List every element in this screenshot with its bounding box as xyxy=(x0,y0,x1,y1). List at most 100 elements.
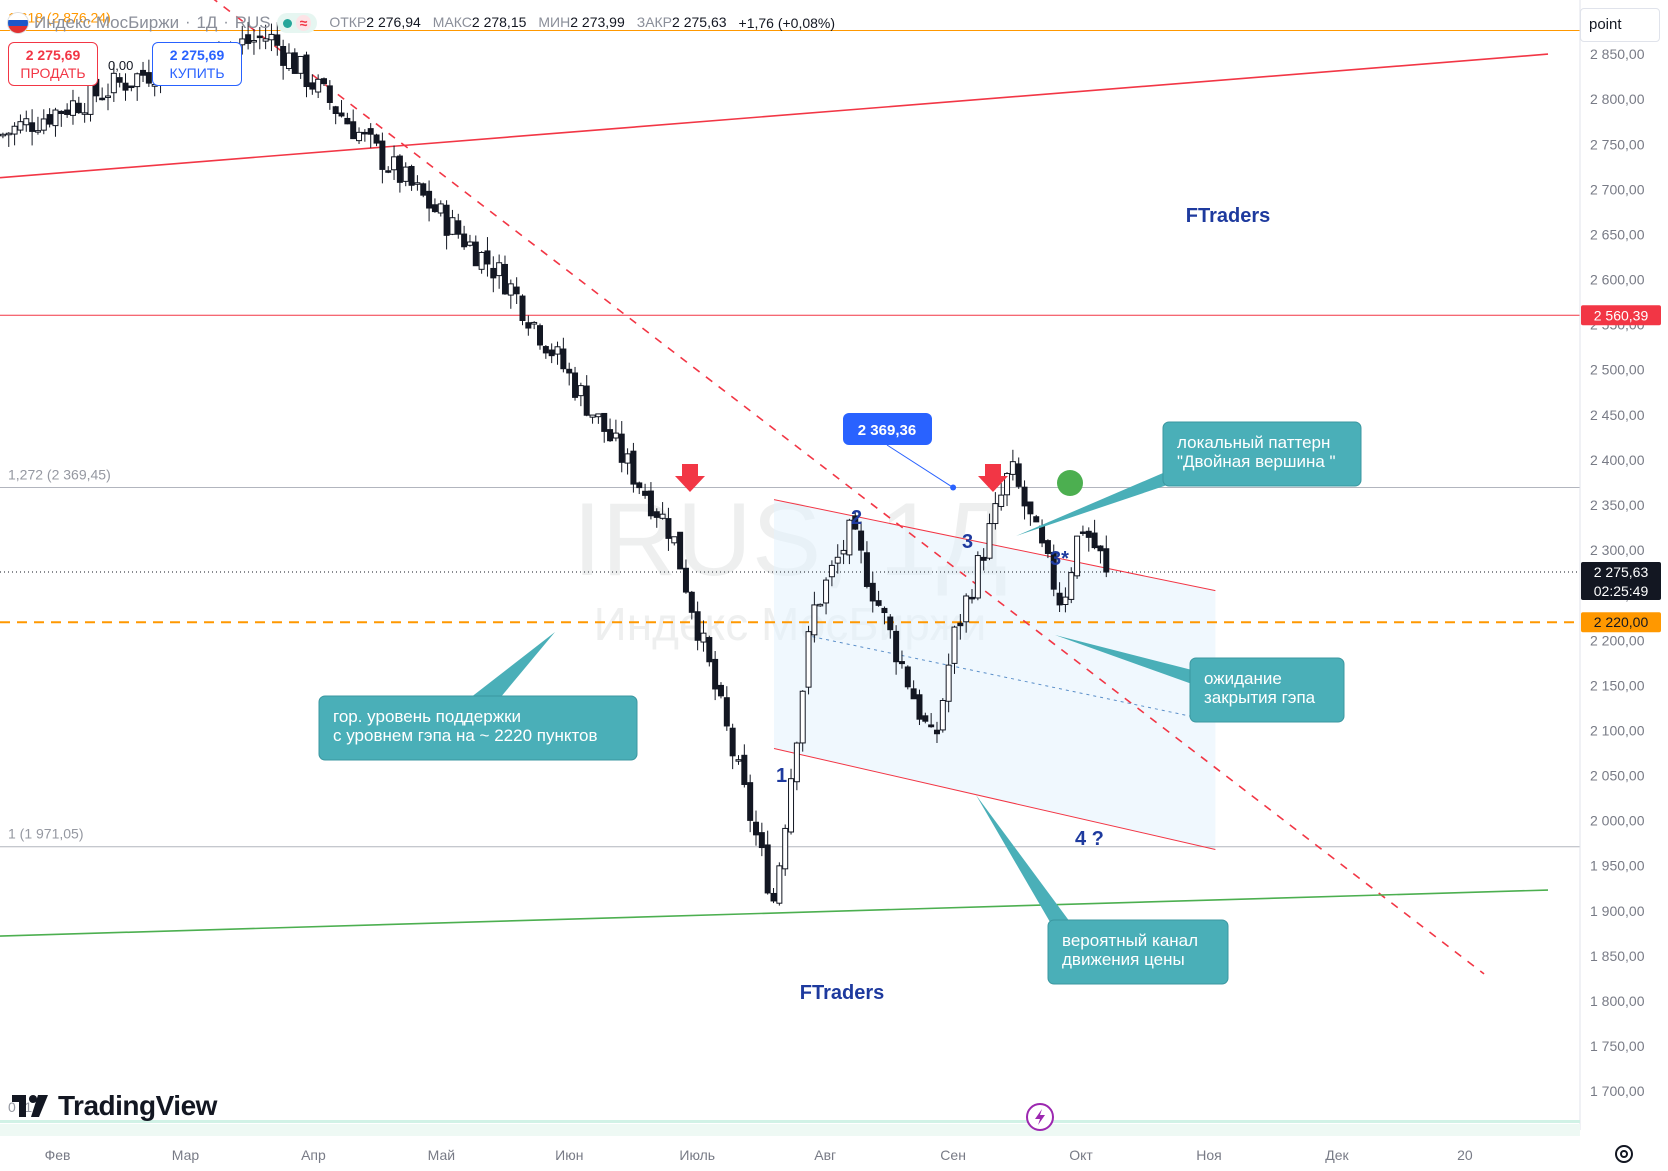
candle-body[interactable] xyxy=(939,699,946,731)
candle-body[interactable] xyxy=(910,688,917,700)
candle-body[interactable] xyxy=(145,72,152,84)
candle-body[interactable] xyxy=(799,690,806,744)
candle-body[interactable] xyxy=(309,82,316,90)
callout-box-gap_close[interactable] xyxy=(1189,657,1345,723)
candle-body[interactable] xyxy=(461,233,468,248)
candle-body[interactable] xyxy=(805,631,812,688)
candle-body[interactable] xyxy=(455,220,462,235)
candle-body[interactable] xyxy=(881,607,888,614)
candle-body[interactable] xyxy=(928,724,935,728)
candle-body[interactable] xyxy=(723,697,730,727)
candle-body[interactable] xyxy=(420,183,427,196)
candle-body[interactable] xyxy=(974,555,981,599)
candle-body[interactable] xyxy=(379,140,386,170)
candle-body[interactable] xyxy=(589,414,596,418)
candle-body[interactable] xyxy=(507,283,514,296)
candle-body[interactable] xyxy=(46,114,53,125)
candle-body[interactable] xyxy=(618,433,625,463)
candle-body[interactable] xyxy=(285,52,292,70)
candle-body[interactable] xyxy=(828,564,835,578)
candle-body[interactable] xyxy=(653,511,660,518)
candle-body[interactable] xyxy=(1039,525,1046,544)
candle-body[interactable] xyxy=(665,518,672,539)
candle-body[interactable] xyxy=(782,827,789,870)
candle-body[interactable] xyxy=(326,85,333,103)
candle-body[interactable] xyxy=(87,81,94,115)
candle-body[interactable] xyxy=(484,250,491,265)
candle-body[interactable] xyxy=(408,165,415,186)
candle-body[interactable] xyxy=(1062,596,1069,606)
candle-body[interactable] xyxy=(980,556,987,561)
candle-body[interactable] xyxy=(1044,540,1051,554)
candle-body[interactable] xyxy=(671,536,678,544)
candle-body[interactable] xyxy=(887,616,894,631)
candle-body[interactable] xyxy=(595,413,602,418)
candle-body[interactable] xyxy=(291,52,298,74)
candle-body[interactable] xyxy=(52,109,59,127)
candle-body[interactable] xyxy=(268,33,275,41)
candle-body[interactable] xyxy=(69,100,76,116)
candle-body[interactable] xyxy=(688,591,695,613)
candle-body[interactable] xyxy=(869,582,876,602)
candle-body[interactable] xyxy=(245,34,252,44)
candle-body[interactable] xyxy=(998,494,1005,507)
candle-body[interactable] xyxy=(490,267,497,279)
candle-body[interactable] xyxy=(986,523,993,559)
candle-body[interactable] xyxy=(356,131,363,142)
candle-body[interactable] xyxy=(1004,473,1011,496)
candle-body[interactable] xyxy=(466,241,473,246)
candle-body[interactable] xyxy=(501,263,508,295)
sell-button[interactable]: 2 275,69 ПРОДАТЬ xyxy=(8,42,98,86)
candle-body[interactable] xyxy=(105,95,112,98)
candle-body[interactable] xyxy=(34,130,41,133)
candle-body[interactable] xyxy=(128,85,135,89)
candle-body[interactable] xyxy=(414,182,421,185)
candle-body[interactable] xyxy=(852,515,859,530)
candle-body[interactable] xyxy=(647,490,654,517)
price-marker-label[interactable] xyxy=(843,413,932,445)
candle-body[interactable] xyxy=(332,106,339,115)
candle-body[interactable] xyxy=(694,611,701,641)
candle-body[interactable] xyxy=(753,821,760,836)
candle-body[interactable] xyxy=(601,412,608,432)
candle-body[interactable] xyxy=(426,190,433,209)
candle-body[interactable] xyxy=(933,729,940,735)
candle-body[interactable] xyxy=(443,204,450,236)
candle-body[interactable] xyxy=(612,432,619,439)
symbol-name[interactable]: Индекс МосБиржи xyxy=(34,13,180,32)
candle-body[interactable] xyxy=(75,102,82,114)
candle-body[interactable] xyxy=(373,134,380,144)
price-axis-tag[interactable] xyxy=(1581,305,1661,326)
candle-body[interactable] xyxy=(122,82,129,91)
candle-body[interactable] xyxy=(607,429,614,442)
point-dropdown[interactable]: point xyxy=(1580,8,1660,42)
candle-body[interactable] xyxy=(729,727,736,757)
candle-body[interactable] xyxy=(64,109,71,115)
candle-body[interactable] xyxy=(478,251,485,270)
candle-body[interactable] xyxy=(712,658,719,690)
candle-body[interactable] xyxy=(40,118,47,131)
chart-settings-icon[interactable] xyxy=(1615,1145,1633,1163)
candle-body[interactable] xyxy=(706,637,713,663)
interval-label[interactable]: 1Д xyxy=(196,13,218,32)
candle-body[interactable] xyxy=(239,38,246,46)
candle-body[interactable] xyxy=(1074,535,1081,577)
candle-body[interactable] xyxy=(1085,530,1092,538)
candle-body[interactable] xyxy=(659,513,666,519)
candle-body[interactable] xyxy=(134,73,141,88)
candle-body[interactable] xyxy=(904,666,911,688)
candle-body[interactable] xyxy=(274,34,281,46)
trend-line-down-dashed[interactable] xyxy=(186,0,1485,975)
candle-body[interactable] xyxy=(385,170,392,173)
callout-box-support[interactable] xyxy=(318,695,638,761)
candle-body[interactable] xyxy=(1097,545,1104,552)
candle-body[interactable] xyxy=(29,122,36,132)
price-axis-tag[interactable] xyxy=(1581,562,1661,601)
candle-body[interactable] xyxy=(741,754,748,785)
candle-body[interactable] xyxy=(81,112,88,115)
candle-body[interactable] xyxy=(735,759,742,762)
candle-body[interactable] xyxy=(916,694,923,720)
candle-body[interactable] xyxy=(431,204,438,213)
callout-box-double_top[interactable] xyxy=(1162,421,1362,487)
candle-body[interactable] xyxy=(554,346,561,355)
